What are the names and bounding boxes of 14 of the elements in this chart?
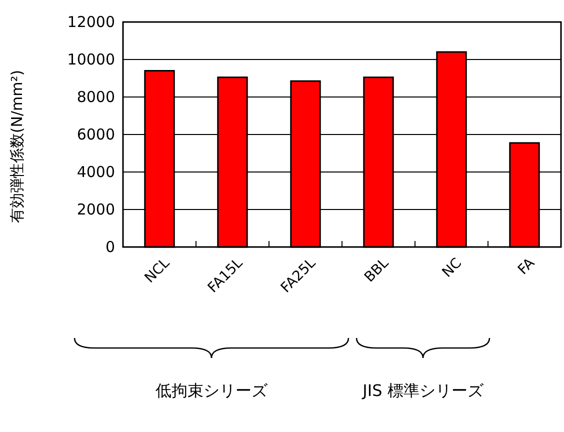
- y-tick-label: 4000: [76, 162, 115, 181]
- y-tick-label: 0: [105, 238, 115, 256]
- x-tick-label: BBL: [362, 255, 392, 286]
- y-tick-label: 10000: [67, 50, 115, 68]
- x-tick-label: NC: [439, 255, 466, 281]
- y-tick-label: 12000: [67, 12, 115, 31]
- y-tick-label: 2000: [76, 200, 115, 218]
- text: 低拘束シリーズ: [156, 381, 268, 400]
- y-tick-label: 8000: [76, 88, 115, 106]
- y-tick-label: 6000: [76, 125, 115, 144]
- x-tick-label: NCL: [142, 255, 174, 286]
- text: JIS 標準シリーズ: [362, 381, 484, 400]
- y-axis-title: 有効弾性係数(N/mm²): [8, 70, 26, 224]
- x-tick-label: FA: [515, 254, 538, 278]
